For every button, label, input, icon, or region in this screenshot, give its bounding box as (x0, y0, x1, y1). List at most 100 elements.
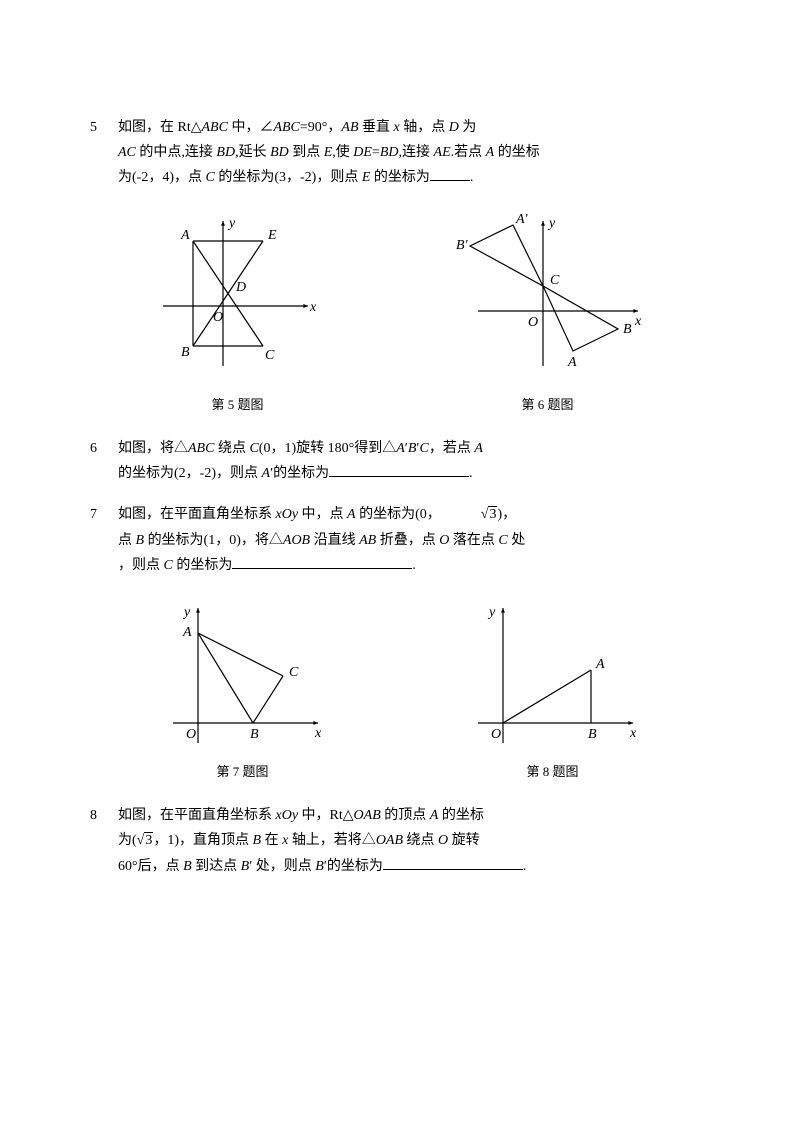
p5-t16: 的坐标为(3，-2)，则点 (215, 170, 362, 185)
p7-t8: 折叠，点 (376, 533, 439, 548)
p7-c2: C (164, 558, 173, 573)
p6-c1: C (249, 441, 258, 456)
p8-b2: B (183, 859, 192, 874)
problem-8: 8 如图，在平面直角坐标系 xOy 中，Rt△OAB 的顶点 A 的坐标 为(√… (90, 803, 710, 879)
p6-blank (329, 463, 469, 477)
p6-a4: A (262, 466, 271, 481)
p6-c2: C (419, 441, 428, 456)
p5-t2: 中，∠ (228, 120, 274, 135)
svg-text:x: x (314, 726, 322, 741)
p8-t11: 60°后，点 (118, 859, 183, 874)
p5-d1: D (449, 120, 459, 135)
p7-o1: O (439, 533, 449, 548)
p6-t3: (0，1)旋转 180°得到△ (259, 441, 396, 456)
svg-text:C: C (550, 273, 560, 288)
figure-6-svg: xyCABA'B'O (448, 211, 648, 381)
svg-text:O: O (528, 315, 538, 330)
p5-ab: AB (341, 120, 358, 135)
figure-row-56: xyAEBCDO 第 5 题图 xyCABA'B'O 第 6 题图 (90, 211, 710, 416)
p8-t13: 处，则点 (252, 859, 315, 874)
problem-5-num: 5 (90, 115, 118, 140)
p5-t13: .若点 (451, 145, 486, 160)
p5-t10: ,使 (332, 145, 353, 160)
svg-text:B: B (588, 727, 597, 742)
p8-t10: 旋转 (448, 833, 480, 848)
svg-text:C: C (289, 665, 299, 680)
p8-oab2: OAB (376, 833, 403, 848)
p7-t5: 点 (118, 533, 136, 548)
p7-t11: ，则点 (118, 558, 164, 573)
p7-t9: 落在点 (449, 533, 498, 548)
problem-7: 7 如图，在平面直角坐标系 xOy 中，点 A 的坐标为(0，√3)， 点 B … (90, 502, 710, 578)
figure-5-svg: xyAEBCDO (153, 211, 323, 381)
figure-7-svg: x yA B C O (158, 598, 328, 748)
figure-8-svg: x y A B O (463, 598, 643, 748)
svg-text:x: x (309, 300, 317, 315)
figure-8: x y A B O 第 8 题图 (463, 598, 643, 783)
svg-text:B: B (623, 322, 632, 337)
p8-b4: B (315, 859, 324, 874)
p7-t10: 处 (508, 533, 526, 548)
p7-t2: 中，点 (298, 507, 347, 522)
svg-text:O: O (491, 727, 501, 742)
p8-blank (383, 856, 523, 870)
svg-text:y: y (182, 605, 191, 620)
p8-sqrt3: 3 (144, 832, 153, 848)
problem-6-text: 如图，将△ABC 绕点 C(0，1)旋转 180°得到△A′B′C，若点 A 的… (118, 436, 710, 486)
p6-abc: ABC (188, 441, 214, 456)
p7-t6: 的坐标为(1，0)，将△ (144, 533, 283, 548)
p6-a3: A (474, 441, 483, 456)
p5-t5: 轴，点 (400, 120, 449, 135)
p8-t9: 绕点 (403, 833, 438, 848)
p5-t9: 到点 (289, 145, 324, 160)
svg-text:E: E (267, 228, 277, 243)
problem-6: 6 如图，将△ABC 绕点 C(0，1)旋转 180°得到△A′B′C，若点 A… (90, 436, 710, 486)
p7-aob: AOB (283, 533, 310, 548)
p7-xoy: xOy (276, 507, 299, 522)
p5-bd2: BD (270, 145, 289, 160)
p5-t14: 的坐标 (494, 145, 540, 160)
figure-7-caption: 第 7 题图 (216, 760, 268, 783)
p7-c1: C (498, 533, 507, 548)
p5-t4: 垂直 (359, 120, 394, 135)
p7-t7: 沿直线 (310, 533, 359, 548)
p8-t8: 轴上，若将△ (288, 833, 376, 848)
p7-sqrt: √3 (481, 506, 498, 522)
svg-text:B': B' (456, 238, 469, 253)
p8-t2: 中，Rt△ (298, 808, 354, 823)
p5-t1: 如图，在 Rt△ (118, 120, 202, 135)
p5-abc1: ABC (202, 120, 228, 135)
p8-sqrt: √3 (137, 832, 154, 848)
figure-row-78: xyABCO 第 7 题图 xyABO 第 8 题图 (90, 598, 710, 783)
figure-8-caption: 第 8 题图 (526, 760, 578, 783)
problem-8-text: 如图，在平面直角坐标系 xOy 中，Rt△OAB 的顶点 A 的坐标 为(√3，… (118, 803, 710, 879)
p6-t6: 的坐标为 (273, 466, 329, 481)
figure-5-caption: 第 5 题图 (211, 393, 263, 416)
svg-text:y: y (547, 216, 556, 231)
svg-text:x: x (629, 726, 637, 741)
p8-t6: ，1)，直角顶点 (153, 833, 252, 848)
problem-6-num: 6 (90, 436, 118, 461)
p5-a1: A (486, 145, 495, 160)
p5-t18: . (470, 170, 474, 185)
svg-text:y: y (227, 216, 236, 231)
figure-7: x yA B C O 第 7 题图 (158, 598, 328, 783)
p8-b1: B (253, 833, 262, 848)
problem-8-num: 8 (90, 803, 118, 828)
p8-t3: 的顶点 (381, 808, 430, 823)
p5-ac: AC (118, 145, 136, 160)
p5-t15: 为(-2，4)，点 (118, 170, 206, 185)
p5-t17: 的坐标为 (370, 170, 430, 185)
p7-b1: B (136, 533, 145, 548)
p7-t1: 如图，在平面直角坐标系 (118, 507, 276, 522)
p6-a2: A (396, 441, 405, 456)
svg-text:B: B (250, 727, 259, 742)
p8-t12: 到达点 (192, 859, 241, 874)
problem-5: 5 如图，在 Rt△ABC 中，∠ABC=90°，AB 垂直 x 轴，点 D 为… (90, 115, 710, 191)
p5-t12: ,连接 (399, 145, 434, 160)
svg-text:y: y (487, 605, 496, 620)
svg-text:A: A (595, 657, 605, 672)
svg-text:O: O (213, 310, 223, 325)
svg-text:O: O (186, 727, 196, 742)
svg-text:A: A (182, 625, 192, 640)
